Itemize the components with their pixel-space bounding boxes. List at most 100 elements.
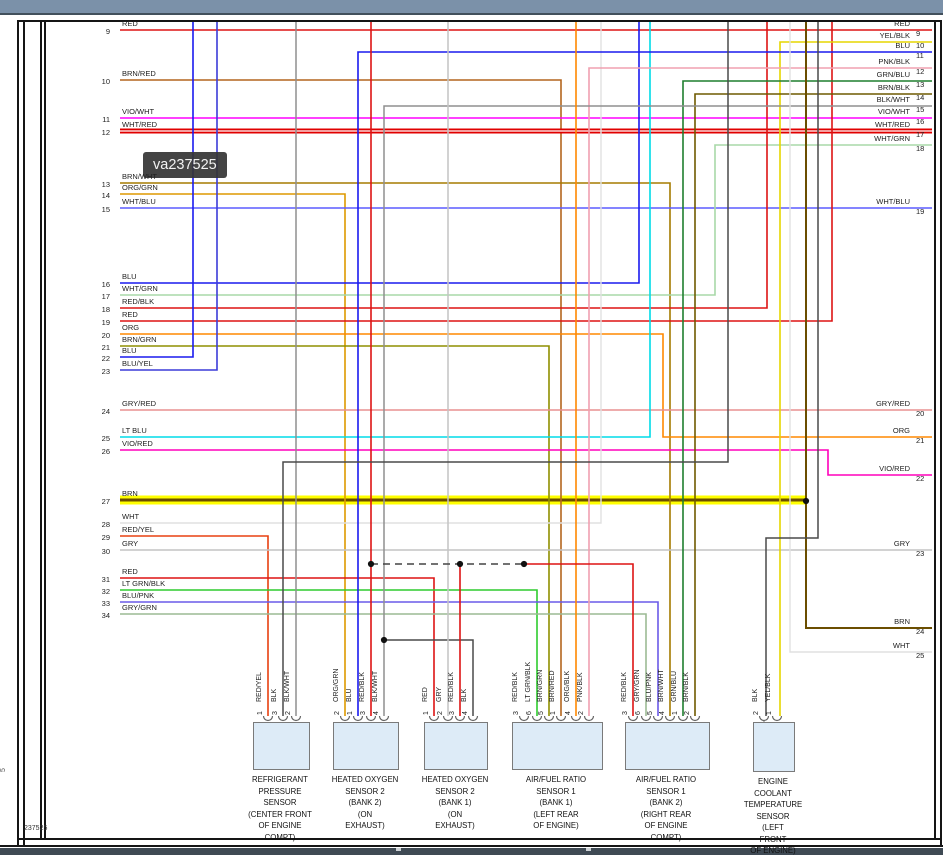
left-edge-text-fragment: 5 xyxy=(0,768,7,772)
left-pin-number-21: 21 xyxy=(101,343,110,352)
right-pin-code-10: YEL/BLK xyxy=(879,31,910,40)
pin-wire-code-brn-grn: BRN/GRN xyxy=(537,669,544,702)
pin-number-4: 4 xyxy=(462,711,469,715)
pin-number-1: 1 xyxy=(766,711,773,715)
left-pin-number-24: 24 xyxy=(101,407,110,416)
left-pin-number-18: 18 xyxy=(101,305,110,314)
sensor-label-air-fuel-ratio-sensor-1-bank-1: AIR/FUEL RATIO SENSOR 1 (BANK 1) (LEFT R… xyxy=(525,775,587,830)
pin-number-1: 1 xyxy=(672,711,679,715)
wire-brngrn-21 xyxy=(120,345,550,716)
pin-number-1: 1 xyxy=(347,711,354,715)
wire-red-19 xyxy=(120,22,833,322)
pin-wire-code-blk-wht: BLK/WHT xyxy=(284,670,291,702)
left-pin-number-19: 19 xyxy=(101,318,110,327)
right-pin-number-11: 11 xyxy=(916,51,924,60)
left-pin-code-10: BRN/RED xyxy=(122,69,156,78)
left-pin-code-15: WHT/BLU xyxy=(122,197,156,206)
left-pin-code-32: LT GRN/BLK xyxy=(122,579,166,588)
pin-terminal-icon xyxy=(652,715,664,722)
pin-number-4: 4 xyxy=(659,711,666,715)
pin-terminal-icon xyxy=(262,715,274,722)
pin-wire-code-org-blk: ORG/BLK xyxy=(564,670,571,702)
pin-terminal-icon xyxy=(531,715,543,722)
right-pin-number-21: 21 xyxy=(916,436,925,445)
right-pin-number-19: 19 xyxy=(916,207,925,216)
pin-wire-code-blk: BLK xyxy=(271,688,278,702)
wire-brnred-10 xyxy=(120,79,562,716)
wire-blk-branch-s3 xyxy=(384,639,474,716)
left-pin-number-29: 29 xyxy=(101,533,110,542)
pin-wire-code-yel-blk: YEL/BLK xyxy=(765,673,772,702)
pin-wire-code-red: RED xyxy=(422,687,429,702)
left-pin-code-17: WHT/GRN xyxy=(122,284,158,293)
pin-terminal-icon xyxy=(640,715,652,722)
left-pin-number-31: 31 xyxy=(101,575,110,584)
left-pin-number-28: 28 xyxy=(101,520,110,529)
left-pin-number-14: 14 xyxy=(101,191,110,200)
right-pin-code-21: ORG xyxy=(892,426,910,435)
wire-red-31 xyxy=(120,577,435,716)
wire-grnblu-13 xyxy=(682,80,932,716)
left-pin-code-26: VIO/RED xyxy=(122,439,153,448)
left-pin-code-30: GRY xyxy=(122,539,139,548)
right-pin-number-10: 10 xyxy=(916,41,925,50)
right-pin-number-14: 14 xyxy=(916,93,925,102)
pin-number-2: 2 xyxy=(437,711,444,715)
wire-blk-ect xyxy=(765,22,819,716)
right-pin-number-22: 22 xyxy=(916,474,925,483)
right-pin-code-9: RED xyxy=(894,19,910,28)
pin-terminal-icon xyxy=(290,715,302,722)
wire-ltblu-25 xyxy=(120,22,651,438)
wire-ltgrnblk-32 xyxy=(120,589,538,716)
pin-terminal-icon xyxy=(352,715,364,722)
pin-number-3: 3 xyxy=(360,711,367,715)
pin-terminal-icon xyxy=(627,715,639,722)
pin-number-2: 2 xyxy=(684,711,691,715)
pin-number-4: 4 xyxy=(565,711,572,715)
border-left-outer-2 xyxy=(23,20,25,846)
junction-dot xyxy=(380,636,388,644)
left-pin-code-13: BRN/WHT xyxy=(122,172,157,181)
wire-blu-22 xyxy=(120,22,194,358)
left-pin-code-11: VIO/WHT xyxy=(122,107,155,116)
wire-blu-11 xyxy=(357,51,932,716)
right-pin-code-12: PNK/BLK xyxy=(878,57,910,66)
pin-wire-code-red-yel: RED/YEL xyxy=(256,672,263,702)
left-pin-code-12: WHT/RED xyxy=(122,120,157,129)
pin-number-6: 6 xyxy=(526,711,533,715)
right-pin-number-17: 17 xyxy=(916,130,925,139)
pin-terminal-icon xyxy=(339,715,351,722)
pin-number-2: 2 xyxy=(753,711,760,715)
wire-brnwht-13 xyxy=(120,182,671,716)
pin-number-5: 5 xyxy=(538,711,545,715)
window-top-bar xyxy=(0,0,943,15)
sensor-box-refrigerant-pressure-sensor xyxy=(253,722,310,770)
left-pin-code-33: BLU/PNK xyxy=(122,591,155,600)
left-pin-number-34: 34 xyxy=(101,611,110,620)
wire-blk-s1p3 xyxy=(282,22,729,716)
border-top xyxy=(17,20,941,22)
right-pin-code-23: GRY xyxy=(893,539,910,548)
left-pin-number-30: 30 xyxy=(101,547,110,556)
pin-terminal-icon xyxy=(442,715,454,722)
pin-terminal-icon xyxy=(758,715,770,722)
pin-number-3: 3 xyxy=(513,711,520,715)
left-pin-code-23: BLU/YEL xyxy=(122,359,153,368)
pin-terminal-icon xyxy=(365,715,377,722)
left-pin-number-25: 25 xyxy=(101,434,110,443)
left-pin-number-23: 23 xyxy=(101,367,110,376)
pin-wire-code-brn-red: BRN/RED xyxy=(549,670,556,702)
left-pin-code-27: BRN xyxy=(122,489,138,498)
border-left-inner-1 xyxy=(40,20,42,840)
right-pin-code-17: WHT/RED xyxy=(875,120,910,129)
wire-blu-16 xyxy=(120,22,640,284)
pin-terminal-icon xyxy=(543,715,555,722)
wire-wht-28 xyxy=(120,22,602,524)
left-pin-number-22: 22 xyxy=(101,354,110,363)
document-number: 237525 xyxy=(24,825,48,832)
wire-redblk-18 xyxy=(120,22,768,309)
pin-wire-code-blu-pnk: BLU/PNK xyxy=(646,672,653,702)
right-pin-number-24: 24 xyxy=(916,627,925,636)
left-pin-code-20: ORG xyxy=(122,323,140,332)
